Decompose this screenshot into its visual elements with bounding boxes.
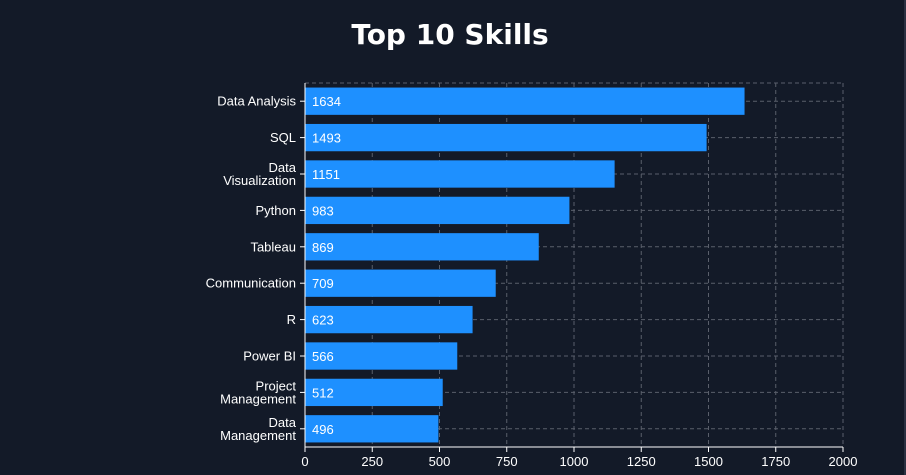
- bar-value-label: 869: [312, 240, 334, 255]
- x-tick-label: 1000: [560, 454, 589, 469]
- x-tick-label: 1250: [627, 454, 656, 469]
- bar: [305, 269, 496, 297]
- bar: [305, 196, 570, 225]
- category-label: Python: [256, 203, 296, 218]
- bar-value-label: 512: [312, 385, 334, 400]
- category-label: Management: [220, 428, 296, 443]
- bar-value-label: 983: [312, 203, 334, 218]
- chart-title: Top 10 Skills: [351, 18, 549, 51]
- category-label: Visualization: [223, 173, 296, 188]
- bar-value-label: 566: [312, 349, 334, 364]
- bar-value-label: 1634: [312, 94, 341, 109]
- bar: [305, 342, 458, 370]
- category-label: Power BI: [243, 349, 296, 364]
- category-label: SQL: [270, 130, 296, 145]
- bar-value-label: 709: [312, 276, 334, 291]
- bar-value-label: 1151: [312, 167, 340, 182]
- bar-value-label: 623: [312, 313, 334, 328]
- bar: [305, 123, 707, 152]
- category-label: Data Analysis: [217, 94, 296, 109]
- category-label: Data: [269, 160, 297, 175]
- x-tick-label: 1750: [761, 454, 790, 469]
- category-label: Project: [256, 378, 297, 393]
- x-tick-label: 500: [429, 454, 451, 469]
- category-label: Communication: [206, 276, 296, 291]
- x-tick-label: 2000: [829, 454, 858, 469]
- x-tick-label: 1500: [694, 454, 723, 469]
- bar: [305, 378, 443, 407]
- category-label: Tableau: [250, 239, 296, 254]
- bar: [305, 305, 473, 334]
- category-label: Data: [269, 415, 297, 430]
- x-tick-label: 0: [301, 454, 308, 469]
- bar: [305, 87, 745, 115]
- x-tick-label: 250: [361, 454, 383, 469]
- bar: [305, 415, 439, 443]
- window-edge: [904, 0, 906, 475]
- bar: [305, 160, 615, 188]
- category-label: R: [287, 312, 296, 327]
- category-label: Management: [220, 391, 296, 406]
- bar: [305, 233, 539, 261]
- bar-value-label: 1493: [312, 131, 341, 146]
- x-tick-label: 750: [496, 454, 518, 469]
- bar-value-label: 496: [312, 422, 334, 437]
